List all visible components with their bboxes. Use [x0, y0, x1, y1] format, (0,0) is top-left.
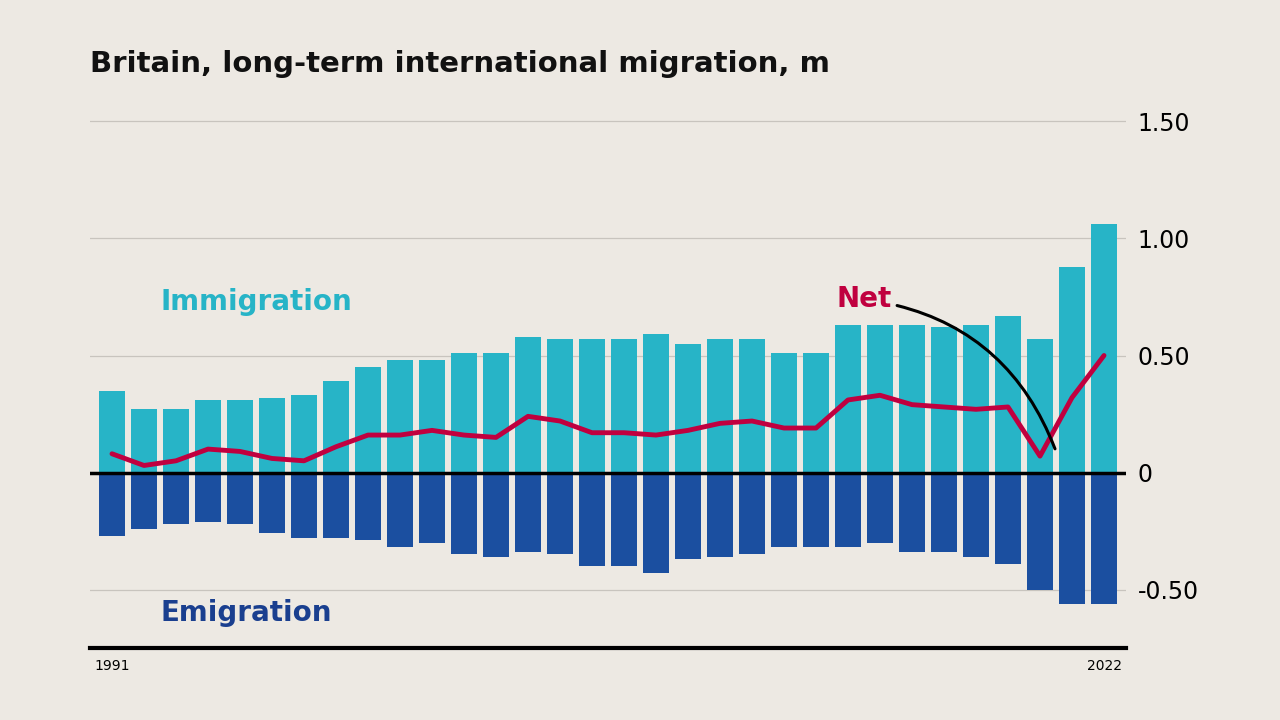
Bar [707, 472, 733, 557]
Bar [515, 337, 541, 472]
Bar [675, 472, 701, 559]
Bar [707, 339, 733, 472]
Bar [675, 343, 701, 472]
Bar [995, 472, 1021, 564]
Bar [99, 390, 125, 472]
Bar [99, 472, 125, 536]
Bar [195, 472, 221, 521]
Bar [771, 472, 797, 547]
Bar [483, 472, 509, 557]
Bar [611, 472, 637, 566]
Bar [1091, 472, 1117, 603]
Bar [643, 472, 669, 573]
Bar [547, 472, 573, 554]
Bar [323, 472, 349, 538]
Bar [355, 367, 381, 472]
Bar [1059, 472, 1085, 603]
Bar [611, 339, 637, 472]
Bar [867, 472, 893, 543]
Bar [931, 328, 957, 472]
Bar [451, 353, 477, 472]
Bar [483, 353, 509, 472]
Bar [355, 472, 381, 540]
Text: Britain, long-term international migration, m: Britain, long-term international migrati… [90, 50, 829, 78]
Bar [451, 472, 477, 554]
Bar [259, 472, 285, 534]
Bar [899, 325, 925, 472]
Bar [419, 360, 445, 472]
Bar [771, 353, 797, 472]
Bar [803, 353, 829, 472]
Bar [739, 472, 765, 554]
Bar [387, 360, 413, 472]
Bar [803, 472, 829, 547]
Bar [227, 472, 253, 524]
Bar [899, 472, 925, 552]
Bar [867, 325, 893, 472]
Bar [291, 472, 317, 538]
Bar [739, 339, 765, 472]
Bar [579, 472, 605, 566]
Text: Net: Net [836, 285, 1055, 449]
Text: Immigration: Immigration [160, 288, 352, 315]
Bar [835, 472, 861, 547]
Bar [547, 339, 573, 472]
Bar [1091, 225, 1117, 472]
Bar [387, 472, 413, 547]
Bar [963, 325, 989, 472]
Bar [515, 472, 541, 552]
Bar [963, 472, 989, 557]
Bar [131, 472, 157, 528]
Bar [259, 397, 285, 472]
Bar [163, 472, 189, 524]
Bar [419, 472, 445, 543]
Bar [1027, 339, 1053, 472]
Bar [163, 409, 189, 472]
Bar [643, 334, 669, 472]
Bar [131, 409, 157, 472]
Bar [195, 400, 221, 472]
Bar [323, 382, 349, 472]
Bar [995, 315, 1021, 472]
Bar [1059, 266, 1085, 472]
Bar [835, 325, 861, 472]
Bar [931, 472, 957, 552]
Bar [579, 339, 605, 472]
Bar [1027, 472, 1053, 590]
Bar [291, 395, 317, 472]
Text: Emigration: Emigration [160, 599, 332, 627]
Bar [227, 400, 253, 472]
